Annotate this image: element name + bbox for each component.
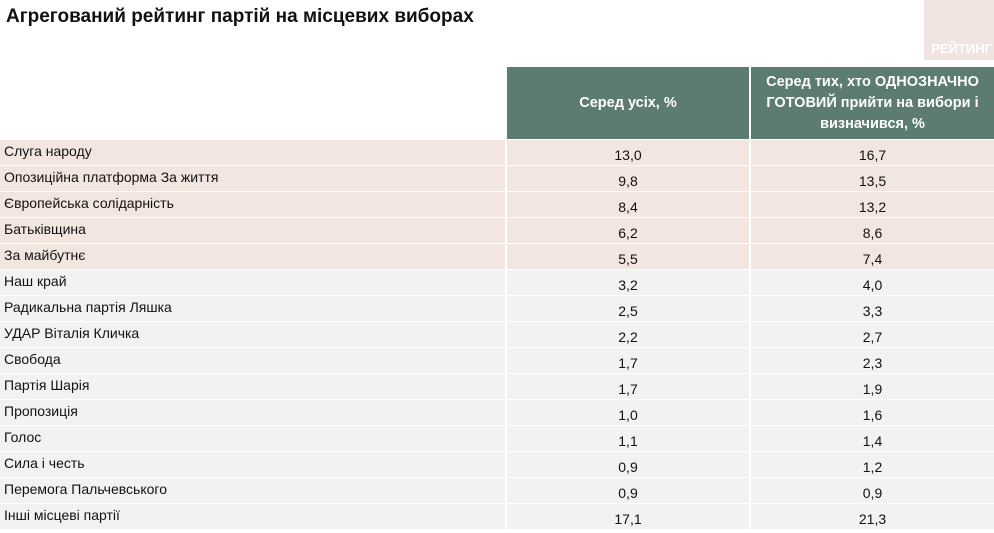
party-name: Опозиційна платформа За життя	[0, 166, 505, 191]
rating-value: 0,9	[507, 478, 749, 503]
logo-text: РЕЙТИНГ	[931, 41, 992, 56]
rating-value: 8,6	[751, 218, 994, 243]
rating-value: 1,2	[751, 452, 994, 477]
party-name: Європейська солідарність	[0, 192, 505, 217]
column-header: Серед усіх, %	[507, 67, 749, 139]
rating-value: 13,5	[751, 166, 994, 191]
party-name: Свобода	[0, 348, 505, 373]
rating-value: 13,2	[751, 192, 994, 217]
rating-value: 5,5	[507, 244, 749, 269]
page-title: Агрегований рейтинг партій на місцевих в…	[6, 6, 474, 27]
rating-value: 1,0	[507, 400, 749, 425]
rating-value: 8,4	[507, 192, 749, 217]
party-name: Голос	[0, 426, 505, 451]
rating-value: 1,4	[751, 426, 994, 451]
rating-value: 9,8	[507, 166, 749, 191]
rating-value: 21,3	[751, 504, 994, 529]
rating-value: 3,3	[751, 296, 994, 321]
logo: РЕЙТИНГ	[924, 0, 994, 60]
rating-value: 7,4	[751, 244, 994, 269]
party-name: Батьківщина	[0, 218, 505, 243]
party-name: Партія Шарія	[0, 374, 505, 399]
column-header: Серед тих, хто ОДНОЗНАЧНО ГОТОВИЙ прийти…	[751, 67, 994, 139]
rating-value: 4,0	[751, 270, 994, 295]
rating-value: 17,1	[507, 504, 749, 529]
rating-value: 6,2	[507, 218, 749, 243]
party-name: Пропозиція	[0, 400, 505, 425]
party-name: Слуга народу	[0, 140, 505, 165]
rating-value: 3,2	[507, 270, 749, 295]
party-name: Інші місцеві партії	[0, 504, 505, 529]
rating-value: 1,1	[507, 426, 749, 451]
party-name: Наш край	[0, 270, 505, 295]
rating-value: 2,7	[751, 322, 994, 347]
rating-value: 0,9	[751, 478, 994, 503]
party-name: За майбутнє	[0, 244, 505, 269]
party-name: УДАР Віталія Кличка	[0, 322, 505, 347]
rating-value: 0,9	[507, 452, 749, 477]
rating-value: 1,9	[751, 374, 994, 399]
party-name: Сила і честь	[0, 452, 505, 477]
rating-value: 2,5	[507, 296, 749, 321]
rating-value: 13,0	[507, 140, 749, 165]
rating-value: 1,7	[507, 374, 749, 399]
rating-value: 1,7	[507, 348, 749, 373]
party-name: Радикальна партія Ляшка	[0, 296, 505, 321]
rating-value: 16,7	[751, 140, 994, 165]
party-name: Перемога Пальчевського	[0, 478, 505, 503]
rating-value: 2,2	[507, 322, 749, 347]
rating-value: 1,6	[751, 400, 994, 425]
rating-value: 2,3	[751, 348, 994, 373]
